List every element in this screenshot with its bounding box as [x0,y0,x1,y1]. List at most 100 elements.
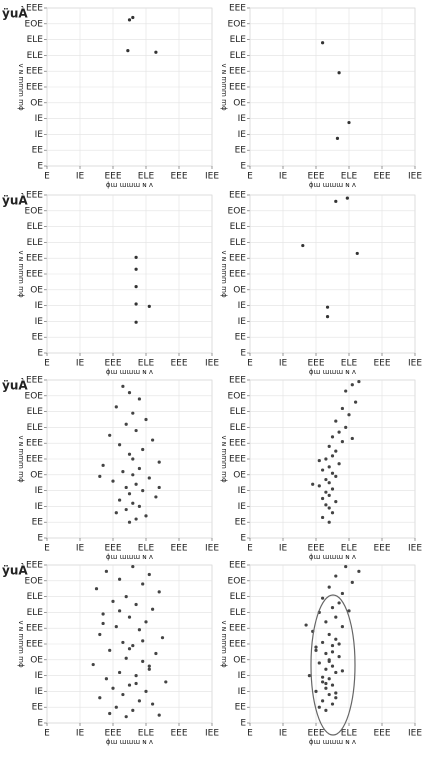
x-tick-label: EEE [373,544,390,554]
point [330,471,335,475]
y-tick-label: EOE [25,576,44,586]
y-tick-label: EEE [229,270,246,280]
point [340,591,344,596]
y-tick-label: EEE [229,67,246,77]
point [324,490,328,494]
y-tick-label: EE [235,518,247,528]
point [327,677,331,681]
y-tick-label: E [37,719,43,729]
y-tick-label: IE [35,317,44,327]
point [337,71,341,75]
y-tick-label: EOE [228,206,247,216]
y-tick-label: E [37,534,43,544]
point [337,430,341,434]
y-tick-label: E [37,162,43,172]
point [334,637,338,641]
point [101,463,105,467]
y-tick-label: ELE [230,51,247,61]
point [104,677,108,681]
point [137,397,141,401]
y-tick-label: EOE [228,391,247,401]
point [334,449,338,453]
y-tick-label: ELE [230,592,247,602]
point [317,458,321,463]
y-tick-label: E [240,162,246,172]
point [340,669,344,673]
point [134,285,138,289]
y-tick-label: IE [238,502,247,512]
point [127,18,132,22]
point [134,428,138,433]
y-axis-label: ɸɯ ɯɯɯ ɴ ʌ [220,63,228,110]
point [114,625,118,629]
y-tick-label: EE [235,703,247,713]
x-tick-label: IE [76,359,85,369]
point [144,620,148,624]
point [131,15,135,20]
y-tick-label: EEE [229,439,246,449]
point [98,696,102,700]
y-axis-label: ɸɯ ɯɯɯ ɴ ʌ [17,63,25,110]
point [330,511,335,515]
point [354,400,358,404]
point [335,136,340,140]
y-tick-label: EEE [26,83,43,93]
point [321,699,325,703]
point [134,255,138,260]
point [327,520,331,524]
y-tick-label: EEE [229,640,246,650]
point [154,651,158,656]
x-tick-label: E [44,729,50,739]
point [321,596,325,600]
point [134,320,138,324]
point [144,689,148,694]
point [350,436,354,441]
x-tick-label: EEE [307,172,324,182]
x-axis-label: ɸɯ ɯɯɯ ɴ ʌ [309,738,356,746]
point [325,305,330,309]
point [147,667,151,671]
point [350,580,354,584]
y-tick-label: IE [35,687,44,697]
point [330,702,335,706]
point [114,511,118,515]
point [317,705,321,709]
x-tick-label: EEE [104,172,121,182]
x-tick-label: IE [279,729,288,739]
x-tick-label: EEE [373,729,390,739]
point [131,643,135,648]
y-axis-label: ɸɯ ɯɯɯ ɴ ʌ [220,620,228,667]
x-tick-label: IEE [408,359,422,369]
point [327,692,331,697]
y-tick-label: ELE [27,51,44,61]
point [350,383,354,387]
point [157,590,161,594]
x-tick-label: EEE [170,359,187,369]
point [357,379,361,384]
point [324,681,328,686]
x-tick-label: IEE [408,729,422,739]
y-axis-label: ɸɯ ɯɯɯ ɴ ʌ [17,250,25,297]
x-axis-label: ɸɯ ɯɯɯ ɴ ʌ [106,181,153,189]
y-tick-label: EEE [229,4,246,14]
point [157,485,161,490]
point [141,489,145,493]
point [154,495,158,499]
point [141,447,145,452]
point [314,689,318,694]
point [327,465,331,469]
point [127,647,132,651]
y-tick-label: OE [233,285,246,295]
point [141,582,145,586]
y-tick-label: ELE [230,35,247,45]
y-tick-label: IE [35,671,44,681]
point [111,479,115,483]
point [324,708,328,712]
x-axis-label: ɸɯ ɯɯɯ ɴ ʌ [309,553,356,561]
y-tick-label: ELE [27,35,44,45]
x-tick-label: E [44,359,50,369]
